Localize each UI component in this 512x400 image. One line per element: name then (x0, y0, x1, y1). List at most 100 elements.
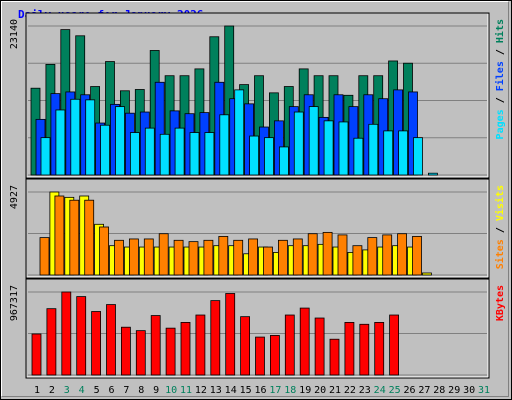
x-tick-label-day-9: 9 (153, 385, 159, 396)
legend-entry--: / (495, 43, 506, 61)
x-tick-label-day-19: 19 (299, 385, 311, 396)
x-tick-label-day-22: 22 (344, 385, 356, 396)
legend-entry--: / (495, 221, 506, 239)
bar-pages-day-27 (427, 172, 438, 176)
bar-pages-day-11 (189, 132, 200, 176)
panel-kbytes-legend: KBytes (495, 285, 506, 321)
bar-pages-day-14 (234, 89, 245, 176)
bar-kbytes-day-6 (106, 304, 116, 376)
bar-kbytes-day-14 (225, 293, 236, 376)
bar-sites-day-6 (114, 239, 124, 276)
bar-pages-day-1 (40, 137, 51, 176)
bar-kbytes-day-11 (180, 322, 191, 376)
x-tick-label-day-12: 12 (195, 385, 207, 396)
x-tick-label-day-1: 1 (34, 385, 40, 396)
x-tick-label-day-26: 26 (403, 385, 415, 396)
bar-sites-day-21 (337, 234, 348, 276)
x-tick-label-day-3: 3 (64, 385, 70, 396)
bar-kbytes-day-20 (314, 317, 325, 376)
bar-sites-day-18 (292, 238, 303, 276)
x-tick-label-day-6: 6 (108, 385, 114, 396)
bar-kbytes-day-7 (121, 326, 131, 376)
bar-pages-day-20 (323, 120, 334, 176)
x-tick-label-day-31: 31 (478, 385, 490, 396)
bar-pages-day-6 (115, 106, 125, 176)
bar-kbytes-day-15 (240, 316, 251, 376)
legend-entry-files: Files (494, 61, 506, 91)
bar-sites-day-19 (307, 233, 318, 276)
x-tick-label-day-14: 14 (225, 385, 237, 396)
bar-kbytes-day-13 (210, 300, 221, 376)
bar-pages-day-26 (413, 137, 423, 176)
bar-kbytes-day-24 (374, 322, 385, 376)
bar-pages-day-13 (219, 114, 230, 176)
x-tick-label-day-29: 29 (448, 385, 460, 396)
bar-sites-day-16 (263, 246, 273, 276)
bar-pages-day-18 (293, 111, 304, 176)
x-tick-label-day-23: 23 (359, 385, 371, 396)
bar-kbytes-day-5 (91, 311, 101, 376)
legend-entry-visits: Visits (494, 185, 506, 221)
x-tick-label-day-10: 10 (165, 385, 177, 396)
bar-files-day-9 (154, 81, 165, 176)
bar-pages-day-15 (249, 135, 260, 176)
bar-sites-day-13 (218, 236, 229, 276)
x-tick-label-day-5: 5 (94, 385, 100, 396)
bar-sites-day-14 (233, 239, 244, 276)
bar-sites-day-12 (203, 239, 214, 276)
bar-sites-day-1 (39, 237, 50, 276)
panel-hits-files-pages-legend: Pages / Files / Hits (494, 19, 506, 139)
bar-pages-day-5 (100, 124, 110, 176)
bar-sites-day-2 (54, 195, 65, 276)
x-tick-label-day-25: 25 (389, 385, 401, 396)
x-tick-label-day-24: 24 (374, 385, 386, 396)
bar-pages-day-9 (159, 133, 170, 176)
bar-sites-day-10 (173, 239, 184, 276)
bar-sites-day-22 (352, 245, 363, 276)
x-tick-label-day-11: 11 (180, 385, 192, 396)
bar-sites-day-25 (397, 233, 408, 276)
bar-pages-day-23 (368, 123, 379, 176)
bar-kbytes-day-17 (269, 335, 280, 376)
bar-kbytes-day-25 (389, 314, 400, 376)
bar-sites-day-7 (128, 238, 139, 276)
bar-sites-day-5 (99, 226, 109, 276)
bar-files-day-26 (408, 91, 418, 176)
bar-kbytes-day-18 (284, 314, 295, 376)
bar-pages-day-21 (338, 121, 349, 176)
x-tick-label-day-27: 27 (418, 385, 430, 396)
bar-kbytes-day-22 (344, 322, 355, 376)
panel-visits-sites-legend: Sites / Visits (494, 185, 506, 269)
bar-kbytes-day-9 (150, 315, 161, 376)
x-tick-label-day-8: 8 (138, 385, 144, 396)
x-tick-label-day-13: 13 (210, 385, 222, 396)
bar-pages-day-2 (55, 109, 66, 176)
legend-entry--: / (495, 91, 506, 109)
x-tick-label-day-2: 2 (49, 385, 55, 396)
x-tick-label-day-18: 18 (284, 385, 296, 396)
bar-kbytes-day-16 (255, 336, 265, 376)
x-tick-label-day-7: 7 (123, 385, 129, 396)
bar-sites-day-15 (248, 238, 259, 276)
bar-sites-day-11 (188, 241, 199, 276)
x-tick-label-day-20: 20 (314, 385, 326, 396)
bar-pages-day-4 (85, 99, 96, 176)
x-tick-label-day-16: 16 (254, 385, 266, 396)
bar-pages-day-22 (353, 137, 364, 176)
legend-entry-kbytes: KBytes (495, 285, 506, 321)
bar-visits-day-27 (421, 272, 432, 276)
legend-entry-sites: Sites (494, 239, 506, 269)
bar-sites-day-24 (382, 234, 393, 276)
bar-sites-day-8 (143, 238, 154, 276)
x-tick-label-day-21: 21 (329, 385, 341, 396)
bar-kbytes-day-8 (135, 330, 146, 376)
bar-pages-day-25 (398, 130, 409, 176)
panel-hits-files-pages-max-label: 23140 (9, 19, 20, 49)
x-tick-label-day-4: 4 (79, 385, 85, 396)
bar-pages-day-24 (383, 130, 394, 176)
bar-kbytes-day-10 (165, 327, 176, 376)
bar-pages-day-17 (278, 146, 289, 176)
bar-kbytes-day-1 (31, 333, 42, 376)
